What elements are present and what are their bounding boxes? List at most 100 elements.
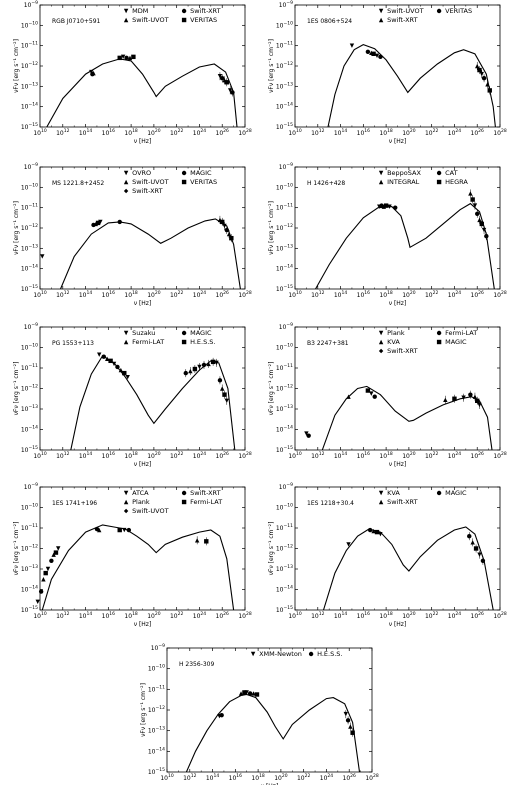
y-tick-label: 10−12 [21,544,38,553]
x-tick-label: 1018 [124,290,138,299]
y-tick-label: 10−9 [279,0,293,9]
x-tick-label: 1028 [238,451,252,460]
x-tick-label: 1018 [124,128,138,137]
legend-entry: HEGRA [445,178,468,186]
legend-marker [181,8,187,14]
data-point [473,546,479,551]
legend-marker [250,651,256,657]
data-point [125,375,130,380]
x-tick-label: 1022 [170,290,184,299]
data-point [124,55,129,61]
x-tick-label: 1020 [147,290,161,299]
x-tick-label: 1028 [493,128,507,137]
data-point [475,63,480,69]
data-point [371,528,376,534]
x-tick-label: 1026 [471,128,485,137]
data-point [443,397,448,402]
x-tick-label: 1020 [147,128,161,137]
legend-marker [378,179,384,185]
data-point [192,366,198,372]
x-tick-label: 1016 [102,451,116,460]
x-tick-label: 1018 [124,611,138,620]
data-point [89,69,94,75]
x-tick-label: 1012 [183,773,197,782]
x-tick-label: 1022 [425,128,439,137]
y-tick-label: 10−13 [276,564,293,573]
data-point [35,599,40,604]
data-point [350,730,355,735]
y-tick-label: 10−9 [24,322,38,331]
y-tick-label: 10−14 [21,585,38,594]
sed-panel: 1010 1012 1014 1016 1018 1020 1022 1024 1026 1028… [268,162,507,307]
data-point [480,558,486,563]
y-tick-label: 10−10 [276,503,293,512]
data-point [477,402,482,408]
data-point [481,76,487,81]
data-point [56,546,61,551]
data-point [251,691,256,696]
legend-entry: XMM-Newton [259,650,302,658]
data-point [374,529,380,535]
data-point [117,219,122,225]
data-point [378,54,383,60]
y-tick-label: 10−10 [276,343,293,352]
y-axis-label: νFν [erg s⁻¹ cm⁻²] [268,39,275,93]
legend-marker [378,17,384,23]
x-axis-label: ν [Hz] [134,621,152,628]
data-point [477,217,482,223]
x-tick-label: 1026 [343,773,357,782]
y-tick-label: 10−10 [21,503,38,512]
data-point [484,233,489,239]
data-point [38,589,44,594]
legend-marker [378,8,384,14]
x-tick-label: 1016 [357,128,371,137]
x-tick-label: 1014 [206,773,220,782]
legend-entry: Swift-XRT [132,187,162,195]
x-tick-label: 1010 [33,290,47,299]
y-tick-label: 10−14 [276,585,293,594]
y-axis-label: νFν [erg s⁻¹ cm⁻²] [13,39,20,93]
x-tick-label: 1018 [251,773,265,782]
data-point [346,542,351,547]
x-tick-label: 1014 [334,451,348,460]
y-tick-label: 10−12 [21,61,38,70]
x-axis-label: ν [Hz] [134,300,152,307]
y-tick-label: 10−14 [276,264,293,273]
data-point [43,570,48,576]
data-point [378,531,383,537]
data-point [108,358,113,364]
data-point [475,398,480,403]
data-point [118,367,124,373]
data-point [222,223,227,229]
x-tick-label: 1014 [334,290,348,299]
sed-model-curve [41,524,235,610]
y-tick-label: 10−9 [279,322,293,331]
x-axis-label: ν [Hz] [134,138,152,145]
y-tick-label: 10−13 [21,404,38,413]
sed-model-curve [322,526,494,610]
source-name: H 1426+428 [307,180,345,187]
data-point [383,203,389,208]
data-point [95,220,101,226]
y-tick-label: 10−9 [24,482,38,491]
y-tick-label: 10−12 [276,223,293,232]
legend-entry: Swift-UVOT [132,16,169,24]
data-point [53,550,59,555]
sed-panel: 1010 1012 1014 1016 1018 1020 1022 1024 1026 1028… [13,482,252,628]
data-point [479,221,484,227]
y-axis-label: νFν [erg s⁻¹ cm⁻²] [268,362,275,416]
legend-entry: INTEGRAL [387,178,420,186]
x-tick-label: 1012 [56,611,70,620]
data-point [230,90,235,95]
data-point [220,219,225,225]
legend-marker [181,490,187,496]
legend-marker [378,490,384,496]
sed-panel: 1010 1012 1014 1016 1018 1020 1022 1024 1026 1028… [268,0,507,145]
y-tick-label: 10−15 [21,284,38,293]
x-tick-label: 1010 [33,611,47,620]
data-point [461,395,466,400]
data-point [346,394,351,399]
y-tick-label: 10−9 [151,643,165,652]
y-tick-label: 10−11 [276,523,293,532]
data-point [220,76,225,81]
